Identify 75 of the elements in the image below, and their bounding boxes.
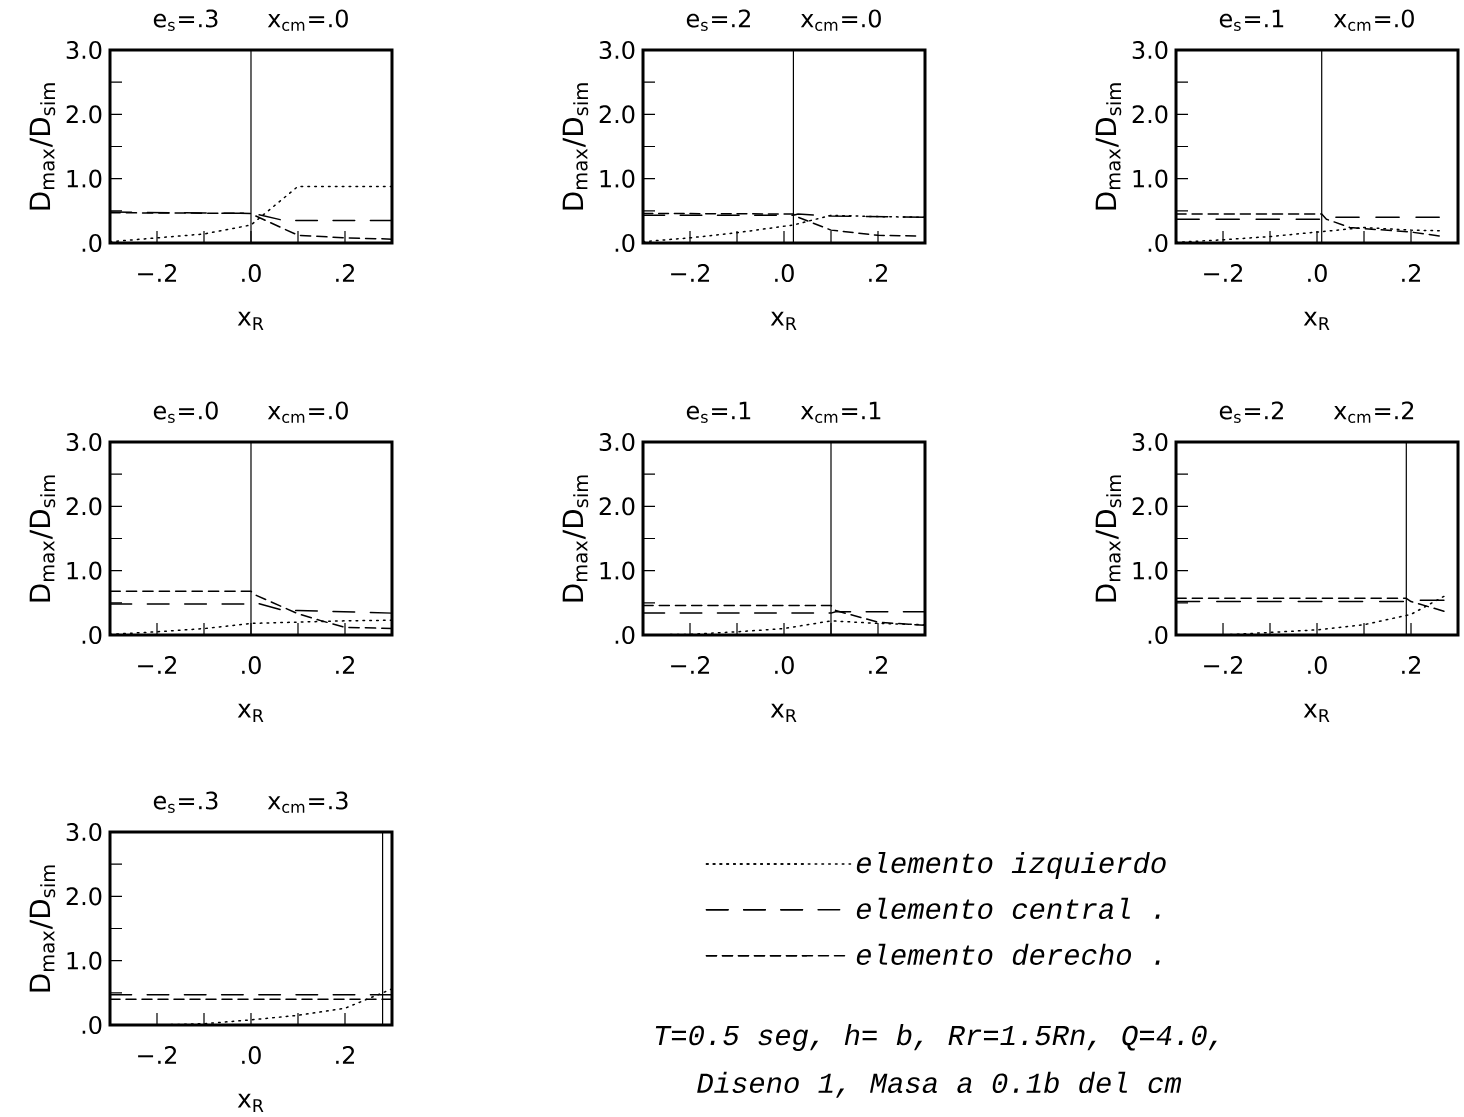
x-axis-title: x$_{R}$ bbox=[1303, 311, 1330, 330]
x-tick-label: −.2 bbox=[138, 656, 177, 674]
y-axis-title: D$_{max}$/D$_{sim}$ bbox=[29, 865, 56, 992]
y-axis-title: D$_{max}$/D$_{sim}$ bbox=[29, 83, 56, 210]
x-tick-label: .2 bbox=[869, 264, 888, 282]
y-tick-label: 1.0 bbox=[600, 169, 635, 188]
y-tick-label: .0 bbox=[1148, 625, 1168, 645]
x-axis-title: x$_{R}$ bbox=[770, 311, 797, 330]
y-tick-label: .0 bbox=[82, 233, 102, 253]
y-axis-title: D$_{max}$/D$_{sim}$ bbox=[1095, 83, 1122, 210]
text: T=0.5 seg, h= b, Rr=1.5Rn, Q=4.0, bbox=[655, 1024, 1217, 1052]
x-tick-label: .2 bbox=[1402, 656, 1421, 674]
x-tick-label: −.2 bbox=[671, 264, 710, 282]
chart-title: e$_{s}$=.2 x$_{cm}$=.2 bbox=[1219, 401, 1414, 423]
x-tick-label: .0 bbox=[242, 1046, 261, 1065]
y-tick-label: 1.0 bbox=[67, 951, 102, 970]
y-tick-label: 2.0 bbox=[66, 497, 102, 516]
x-tick-label: .0 bbox=[775, 656, 794, 675]
chart-title: e$_{s}$=.1 x$_{cm}$=.1 bbox=[686, 401, 881, 423]
x-tick-label: .0 bbox=[1308, 264, 1327, 283]
chart-title: e$_{s}$=.2 x$_{cm}$=.0 bbox=[686, 9, 881, 31]
x-tick-label: .0 bbox=[1308, 656, 1327, 675]
x-tick-label: .2 bbox=[336, 656, 354, 674]
chart-title: e$_{s}$=.1 x$_{cm}$=.0 bbox=[1219, 9, 1414, 31]
x-tick-label: .2 bbox=[1402, 264, 1421, 282]
y-tick-label: 2.0 bbox=[1132, 497, 1168, 516]
y-tick-label: .0 bbox=[615, 625, 635, 645]
x-tick-label: .2 bbox=[869, 656, 888, 674]
x-tick-label: −.2 bbox=[671, 656, 710, 674]
x-axis-title: x$_{R}$ bbox=[1303, 703, 1330, 722]
y-tick-label: 2.0 bbox=[599, 497, 635, 516]
x-tick-label: −.2 bbox=[138, 1046, 177, 1064]
x-axis-title: x$_{R}$ bbox=[237, 311, 264, 330]
y-tick-label: 3.0 bbox=[66, 40, 102, 60]
x-tick-label: −.2 bbox=[138, 264, 177, 282]
legend-label: elemento derecho . bbox=[856, 943, 1160, 966]
y-tick-label: .0 bbox=[82, 625, 102, 645]
chart-title: e$_{s}$=.3 x$_{cm}$=.0 bbox=[153, 9, 348, 31]
chart-title: e$_{s}$=.0 x$_{cm}$=.0 bbox=[153, 401, 348, 423]
x-axis-title: x$_{R}$ bbox=[770, 703, 797, 722]
y-tick-label: .0 bbox=[82, 1015, 102, 1035]
y-axis-title: D$_{max}$/D$_{sim}$ bbox=[1095, 475, 1122, 602]
x-tick-label: .0 bbox=[775, 264, 794, 283]
y-tick-label: 1.0 bbox=[1133, 561, 1168, 580]
y-tick-label: 2.0 bbox=[599, 105, 635, 124]
y-tick-label: 1.0 bbox=[600, 561, 635, 580]
y-tick-label: 3.0 bbox=[599, 432, 635, 452]
legend-label: elemento central . bbox=[856, 897, 1160, 920]
x-tick-label: .0 bbox=[242, 656, 261, 675]
y-tick-label: .0 bbox=[615, 233, 635, 253]
y-tick-label: 1.0 bbox=[1133, 169, 1168, 188]
y-tick-label: 1.0 bbox=[67, 561, 102, 580]
y-axis-title: D$_{max}$/D$_{sim}$ bbox=[29, 475, 56, 602]
y-tick-label: 3.0 bbox=[1132, 432, 1168, 452]
y-tick-label: 3.0 bbox=[1132, 40, 1168, 60]
x-tick-label: −.2 bbox=[1204, 656, 1243, 674]
y-axis-title: D$_{max}$/D$_{sim}$ bbox=[562, 83, 589, 210]
y-tick-label: 2.0 bbox=[66, 105, 102, 124]
y-tick-label: .0 bbox=[1148, 233, 1168, 253]
y-axis-title: D$_{max}$/D$_{sim}$ bbox=[562, 475, 589, 602]
chart-title: e$_{s}$=.3 x$_{cm}$=.3 bbox=[153, 791, 348, 813]
y-tick-label: 3.0 bbox=[66, 432, 102, 452]
y-tick-label: 1.0 bbox=[67, 169, 102, 188]
x-axis-title: x$_{R}$ bbox=[237, 703, 264, 722]
y-tick-label: 2.0 bbox=[66, 887, 102, 906]
x-tick-label: .0 bbox=[242, 264, 261, 283]
y-tick-label: 3.0 bbox=[66, 822, 102, 842]
y-tick-label: 3.0 bbox=[599, 40, 635, 60]
y-tick-label: 2.0 bbox=[1132, 105, 1168, 124]
x-axis-title: x$_{R}$ bbox=[237, 1093, 264, 1112]
text: Diseno 1, Masa a 0.1b del cm bbox=[697, 1071, 1182, 1098]
x-tick-label: .2 bbox=[336, 1046, 354, 1064]
x-tick-label: −.2 bbox=[1204, 264, 1243, 282]
legend-label: elemento izquierdo bbox=[856, 851, 1166, 879]
x-tick-label: .2 bbox=[336, 264, 354, 282]
